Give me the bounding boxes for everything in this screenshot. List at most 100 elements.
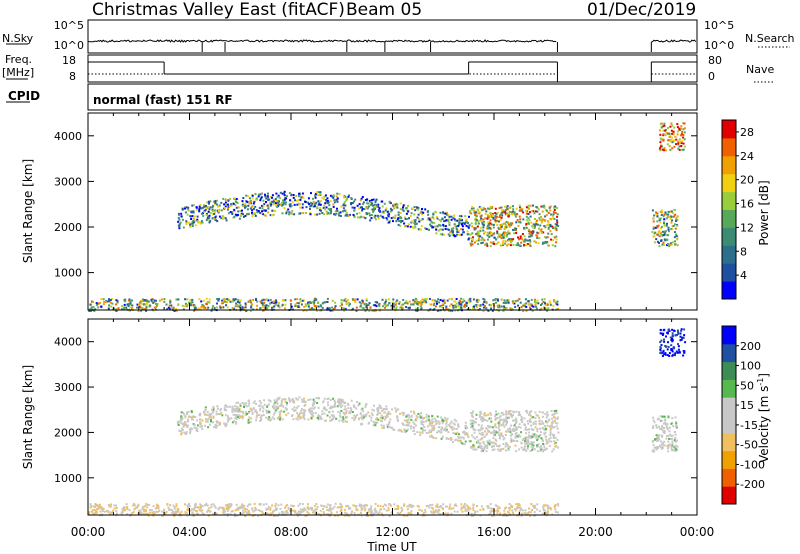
power-cell <box>521 233 524 235</box>
velocity-cell <box>427 431 430 434</box>
velocity-cell <box>290 504 293 507</box>
power-cell <box>228 205 231 208</box>
power-cell <box>108 298 110 301</box>
power-cell <box>420 210 423 213</box>
power-cell <box>662 133 665 136</box>
power-cell <box>496 219 499 222</box>
power-cell <box>524 298 527 301</box>
power-cell <box>505 301 508 304</box>
power-cell <box>241 202 244 205</box>
power-cell <box>178 223 181 226</box>
power-cell <box>251 194 254 197</box>
power-cell <box>233 215 236 218</box>
velocity-cell <box>196 430 199 433</box>
power-cell <box>318 209 321 212</box>
power-cell <box>259 193 262 196</box>
power-cell <box>399 219 402 222</box>
power-cell <box>381 205 384 208</box>
power-cell <box>211 210 214 213</box>
power-cell <box>187 209 190 212</box>
velocity-cell <box>478 415 481 418</box>
power-cell <box>299 206 302 209</box>
velocity-cell <box>223 409 226 411</box>
power-cell <box>253 200 256 203</box>
velocity-cell <box>247 509 250 512</box>
velocity-cell <box>469 440 472 443</box>
power-cell <box>336 197 339 200</box>
power-cell <box>365 303 368 306</box>
velocity-cell <box>397 408 400 411</box>
velocity-cell <box>493 445 496 448</box>
velocity-cell <box>120 513 123 516</box>
power-cell <box>504 308 506 311</box>
power-cell <box>507 230 510 233</box>
power-cell <box>117 307 120 310</box>
velocity-cell <box>289 509 292 512</box>
velocity-cell <box>328 416 331 419</box>
velocity-cell <box>397 429 400 432</box>
velocity-cell <box>374 507 377 510</box>
power-cell <box>501 211 504 214</box>
power-cell <box>347 301 350 304</box>
velocity-cell <box>498 507 501 509</box>
power-cell <box>476 232 479 235</box>
velocity-cell <box>241 507 244 510</box>
power-cell <box>192 217 195 220</box>
velocity-cell <box>204 413 206 416</box>
velocity-cell <box>312 511 314 514</box>
velocity-cell <box>487 413 490 416</box>
power-cell <box>518 221 521 224</box>
power-cell <box>182 226 185 229</box>
power-cell <box>214 210 216 213</box>
velocity-cell <box>491 446 494 449</box>
power-cell <box>659 211 662 214</box>
velocity-cell <box>255 414 258 417</box>
velocity-cell <box>556 427 559 430</box>
velocity-cell <box>481 427 484 430</box>
power-cell <box>233 210 236 213</box>
velocity-cell <box>495 430 498 433</box>
velocity-cell <box>548 444 551 447</box>
velocity-cell <box>268 417 271 420</box>
velocity-cell <box>340 510 343 513</box>
velocity-cell <box>666 423 669 426</box>
velocity-cell <box>513 430 516 432</box>
velocity-cell <box>388 503 391 506</box>
velocity-cell <box>337 514 340 517</box>
velocity-cell <box>309 398 312 401</box>
power-cell <box>345 213 348 216</box>
velocity-cell <box>222 511 225 514</box>
velocity-cell <box>200 509 203 512</box>
power-cell <box>297 302 300 305</box>
power-cell <box>340 302 343 305</box>
velocity-cell <box>224 510 227 513</box>
velocity-cell <box>516 507 519 510</box>
power-cell <box>244 203 247 206</box>
power-cell <box>370 214 373 216</box>
power-cell <box>662 241 665 244</box>
power-cell <box>136 306 138 309</box>
power-cell <box>466 233 469 236</box>
power-cell <box>671 124 674 127</box>
power-cell <box>475 218 478 221</box>
power-cell <box>404 225 407 228</box>
power-cell <box>550 213 552 216</box>
power-cell <box>547 307 550 310</box>
velocity-cell <box>541 420 544 423</box>
power-cell <box>302 212 305 214</box>
power-cell <box>527 222 530 225</box>
power-cell <box>664 134 667 137</box>
power-cell <box>437 298 440 301</box>
velocity-cell <box>271 512 274 515</box>
velocity-cell <box>367 422 370 425</box>
power-cell <box>229 300 232 303</box>
velocity-cell <box>260 417 263 420</box>
power-cell <box>269 302 272 305</box>
power-cell <box>499 244 502 247</box>
velocity-cell <box>521 509 524 512</box>
velocity-cell <box>289 400 291 403</box>
velocity-cell <box>262 414 265 416</box>
velocity-cell <box>316 402 319 404</box>
power-cell <box>266 204 269 207</box>
velocity-cell <box>492 431 495 434</box>
